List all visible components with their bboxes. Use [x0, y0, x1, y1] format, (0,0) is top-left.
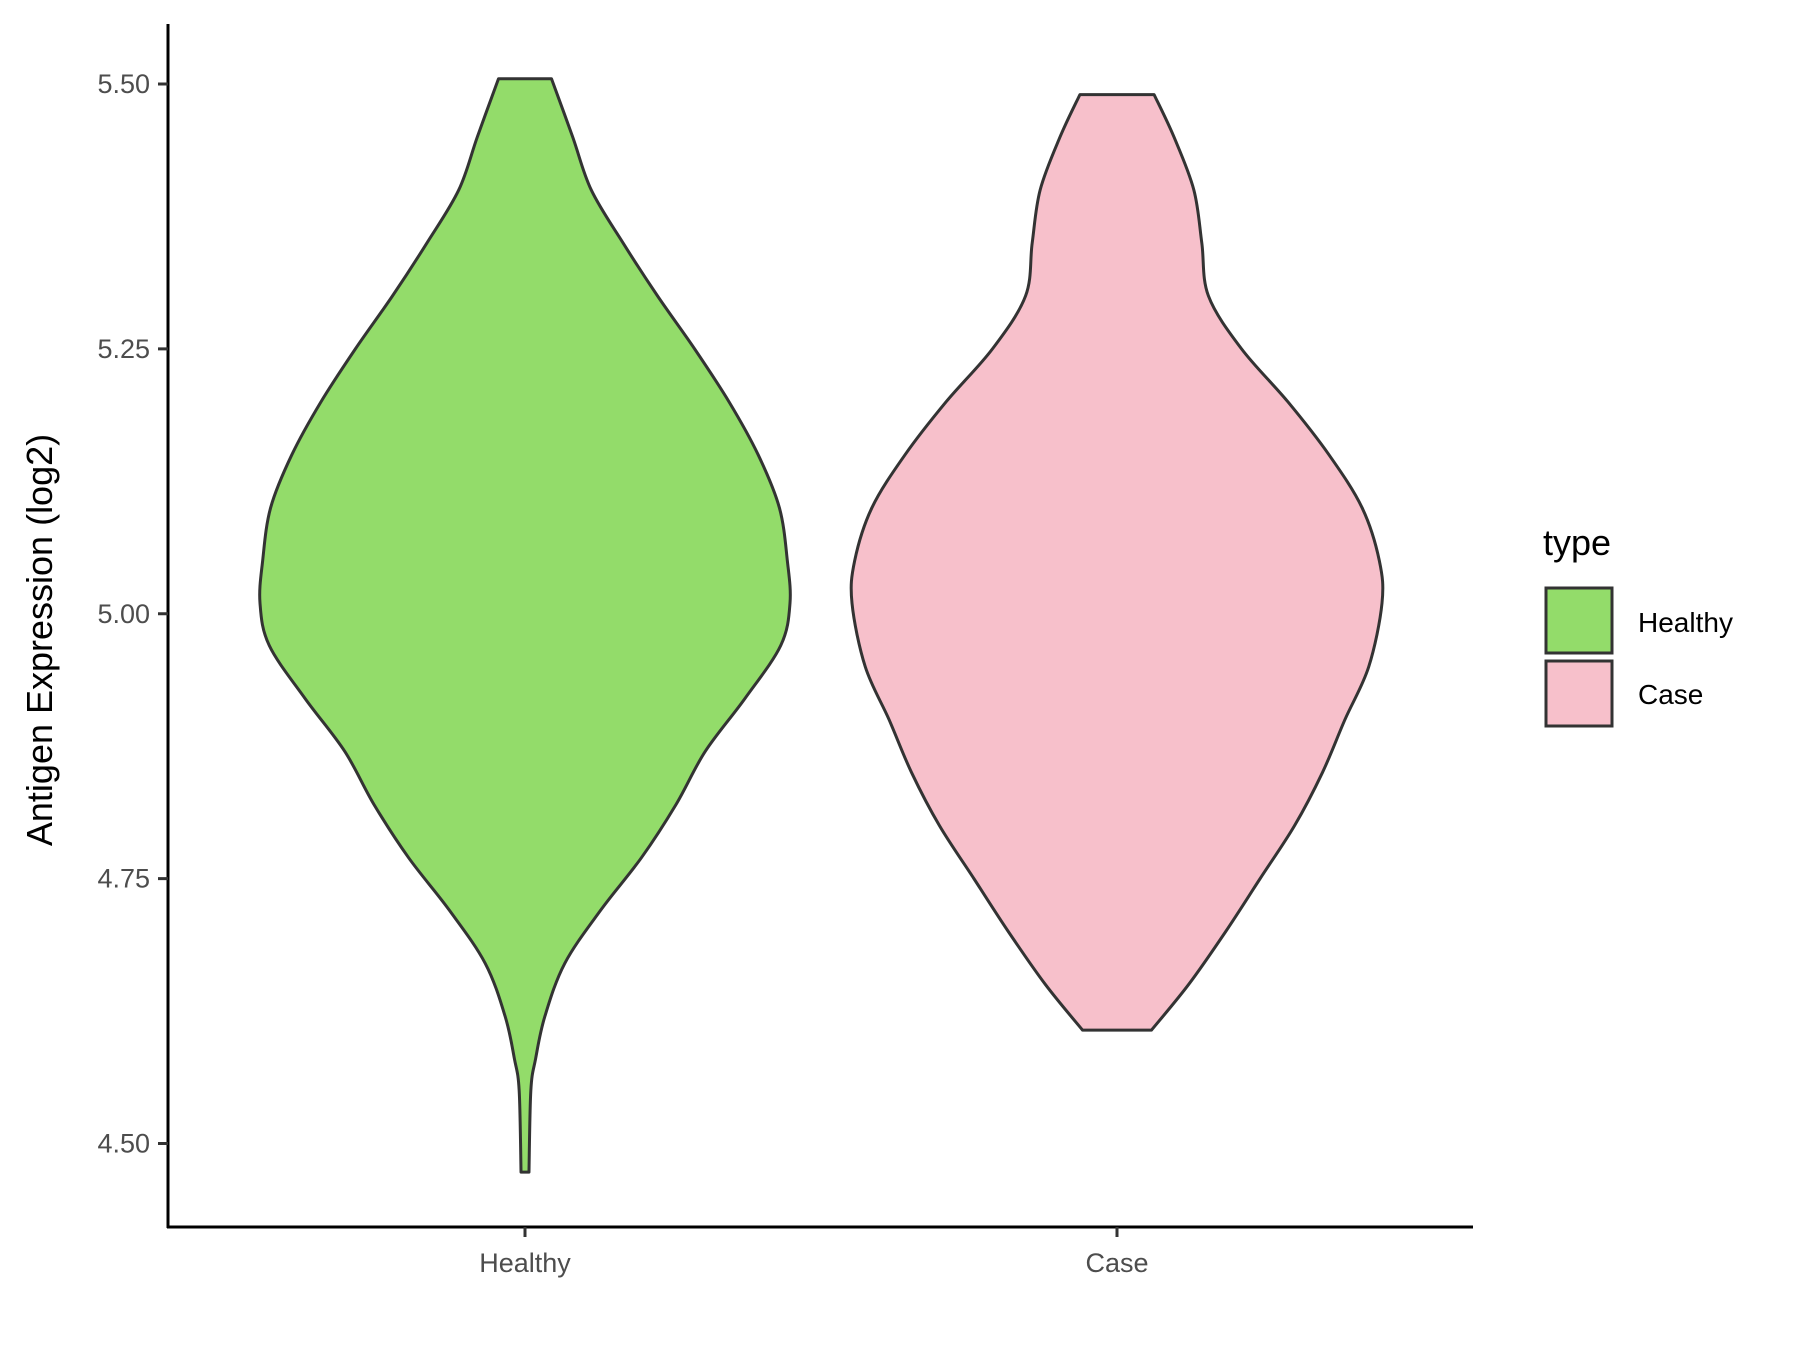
y-tick-label: 5.25: [97, 334, 150, 364]
legend-label-case: Case: [1638, 679, 1703, 710]
violin-healthy: [258, 77, 792, 1174]
y-tick-label: 4.50: [97, 1129, 150, 1159]
legend-key-case: [1544, 659, 1614, 728]
y-ticks: 4.50 4.75 5.00 5.25 5.50: [97, 69, 168, 1159]
x-ticks: Healthy Case: [479, 1227, 1149, 1278]
legend-label-healthy: Healthy: [1638, 607, 1733, 638]
violins: [258, 77, 1385, 1174]
y-axis-title: Antigen Expression (log2): [19, 434, 60, 846]
y-tick-label: 4.75: [97, 864, 150, 894]
y-tick-label: 5.00: [97, 599, 150, 629]
legend-title: type: [1543, 522, 1611, 563]
legend-key-healthy: [1544, 586, 1614, 655]
legend: type Healthy Case: [1543, 522, 1733, 728]
y-tick-label: 5.50: [97, 69, 150, 99]
x-tick-label: Case: [1085, 1248, 1148, 1278]
violin-case: [849, 93, 1385, 1032]
x-tick-label: Healthy: [479, 1248, 571, 1278]
